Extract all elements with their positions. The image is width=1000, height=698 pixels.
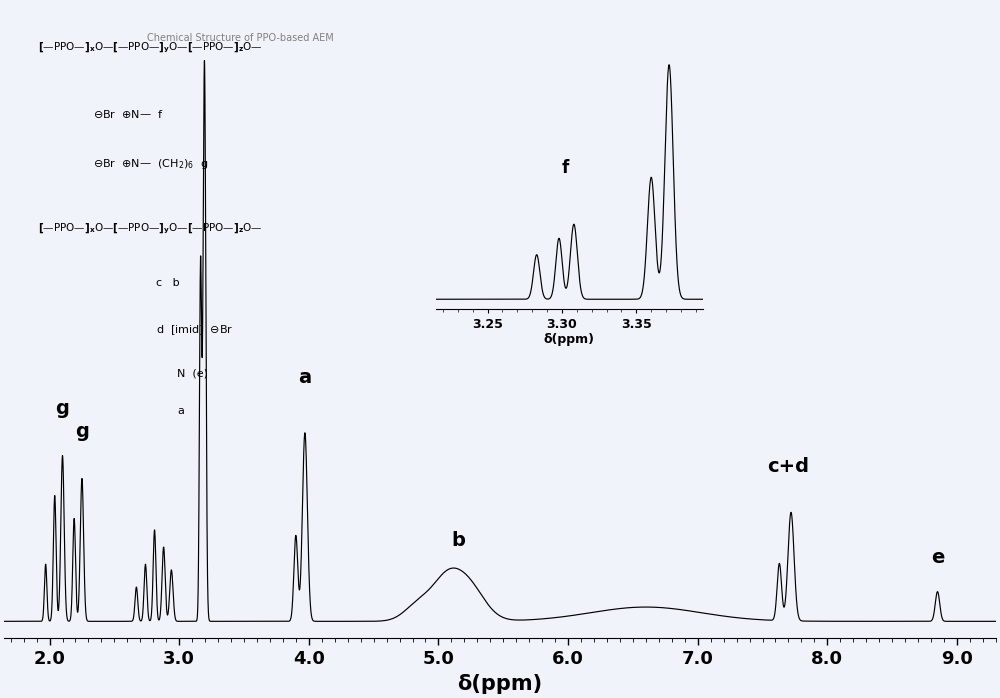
Text: d  [imid]  $\ominus$Br: d [imid] $\ominus$Br <box>156 323 234 337</box>
Text: Chemical Structure of PPO-based AEM: Chemical Structure of PPO-based AEM <box>147 33 333 43</box>
Text: c   b: c b <box>156 278 180 288</box>
Text: b: b <box>451 531 465 550</box>
Text: c+d: c+d <box>767 456 809 475</box>
Text: $\bf{[}$—PPO—$\bf{]}_{x}$O—$\bf{[}$—PPO—$\bf{]}_{y}$O—$\bf{[}$—PPO—$\bf{]}_{z}$O: $\bf{[}$—PPO—$\bf{]}_{x}$O—$\bf{[}$—PPO—… <box>38 221 263 236</box>
Text: N  (e): N (e) <box>177 369 208 378</box>
Text: g: g <box>56 399 69 419</box>
Text: e: e <box>931 548 944 567</box>
Text: $\ominus$Br  $\oplus$N—  (CH$_2$)$_6$  g: $\ominus$Br $\oplus$N— (CH$_2$)$_6$ g <box>93 157 208 171</box>
Text: $\ominus$Br  $\oplus$N—  f: $\ominus$Br $\oplus$N— f <box>93 108 164 120</box>
Text: $\bf{[}$—PPO—$\bf{]}_{x}$O—$\bf{[}$—PPO—$\bf{]}_{y}$O—$\bf{[}$—PPO—$\bf{]}_{z}$O: $\bf{[}$—PPO—$\bf{]}_{x}$O—$\bf{[}$—PPO—… <box>38 40 263 54</box>
Text: g: g <box>75 422 89 441</box>
Text: a: a <box>177 406 184 416</box>
Text: a: a <box>298 368 311 387</box>
X-axis label: δ(ppm): δ(ppm) <box>457 674 543 694</box>
